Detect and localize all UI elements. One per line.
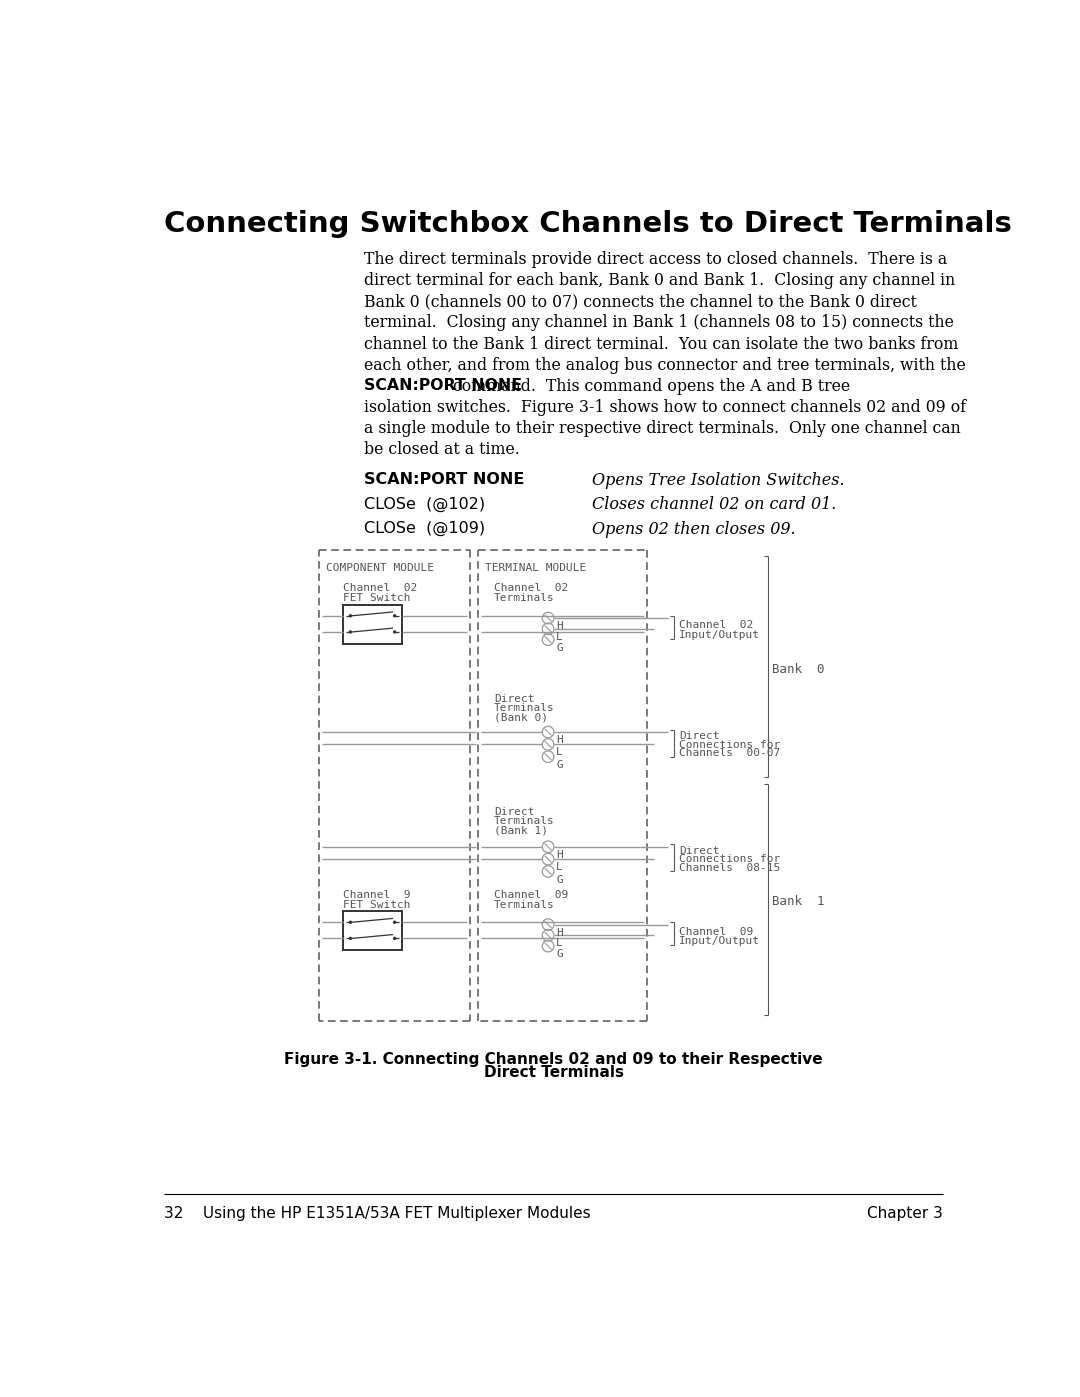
Text: H: H (556, 735, 563, 745)
Text: isolation switches.  Figure 3-1 shows how to connect channels 02 and 09 of: isolation switches. Figure 3-1 shows how… (364, 400, 966, 416)
Text: direct terminal for each bank, Bank 0 and Bank 1.  Closing any channel in: direct terminal for each bank, Bank 0 an… (364, 272, 955, 289)
Text: Figure 3-1. Connecting Channels 02 and 09 to their Respective: Figure 3-1. Connecting Channels 02 and 0… (284, 1052, 823, 1066)
Text: (Bank 0): (Bank 0) (494, 712, 548, 722)
Text: be closed at a time.: be closed at a time. (364, 441, 519, 458)
Text: Bank  1: Bank 1 (772, 895, 824, 908)
Circle shape (393, 630, 396, 634)
Text: Connecting Switchbox Channels to Direct Terminals: Connecting Switchbox Channels to Direct … (164, 210, 1012, 237)
Text: terminal.  Closing any channel in Bank 1 (channels 08 to 15) connects the: terminal. Closing any channel in Bank 1 … (364, 314, 954, 331)
Text: Input/Output: Input/Output (679, 630, 760, 640)
Text: FET Switch: FET Switch (342, 900, 410, 909)
Text: Channel  09: Channel 09 (679, 926, 754, 937)
Text: G: G (556, 760, 563, 770)
Text: G: G (556, 949, 563, 960)
Text: Terminals: Terminals (494, 594, 554, 604)
Text: TERMINAL MODULE: TERMINAL MODULE (485, 563, 585, 573)
Text: (Bank 1): (Bank 1) (494, 826, 548, 835)
Circle shape (349, 921, 352, 923)
Text: SCAN:PORT NONE: SCAN:PORT NONE (364, 377, 522, 393)
Text: 32    Using the HP E1351A/53A FET Multiplexer Modules: 32 Using the HP E1351A/53A FET Multiplex… (164, 1206, 591, 1221)
Text: Closes channel 02 on card 01.: Closes channel 02 on card 01. (592, 496, 837, 514)
Circle shape (349, 630, 352, 634)
Text: H: H (556, 928, 563, 937)
Text: Channel  02: Channel 02 (342, 584, 417, 594)
Text: Connections for: Connections for (679, 740, 781, 750)
Bar (342, 605, 403, 644)
Text: L: L (556, 747, 563, 757)
Text: H: H (556, 622, 563, 631)
Text: H: H (556, 849, 563, 861)
Text: L: L (556, 939, 563, 949)
Circle shape (393, 615, 396, 617)
Text: Channel  09: Channel 09 (494, 890, 568, 900)
Text: Opens Tree Isolation Switches.: Opens Tree Isolation Switches. (592, 472, 845, 489)
Text: G: G (556, 643, 563, 652)
Text: Bank 0 (channels 00 to 07) connects the channel to the Bank 0 direct: Bank 0 (channels 00 to 07) connects the … (364, 293, 917, 310)
Text: Direct: Direct (494, 693, 535, 704)
Text: L: L (556, 631, 563, 643)
Text: each other, and from the analog bus connector and tree terminals, with the: each other, and from the analog bus conn… (364, 356, 966, 373)
Text: Chapter 3: Chapter 3 (866, 1206, 943, 1221)
Text: Bank  0: Bank 0 (772, 664, 824, 676)
Text: channel to the Bank 1 direct terminal.  You can isolate the two banks from: channel to the Bank 1 direct terminal. Y… (364, 335, 958, 352)
Text: a single module to their respective direct terminals.  Only one channel can: a single module to their respective dire… (364, 420, 960, 437)
Text: Channel  02: Channel 02 (494, 584, 568, 594)
Text: Connections for: Connections for (679, 855, 781, 865)
Text: Direct: Direct (679, 847, 719, 856)
Text: FET Switch: FET Switch (342, 594, 410, 604)
Text: Channels  00-07: Channels 00-07 (679, 749, 781, 759)
Text: Input/Output: Input/Output (679, 936, 760, 946)
Text: L: L (556, 862, 563, 872)
Text: The direct terminals provide direct access to closed channels.  There is a: The direct terminals provide direct acce… (364, 251, 947, 268)
Circle shape (349, 615, 352, 617)
Circle shape (393, 937, 396, 940)
Bar (342, 911, 403, 950)
Text: Direct: Direct (679, 731, 719, 742)
Text: Channel  9: Channel 9 (342, 890, 410, 900)
Text: SCAN:PORT NONE: SCAN:PORT NONE (364, 472, 524, 486)
Text: G: G (556, 875, 563, 884)
Text: Channels  08-15: Channels 08-15 (679, 863, 781, 873)
Text: command.  This command opens the A and B tree: command. This command opens the A and B … (448, 377, 850, 395)
Text: CLOSe  (@109): CLOSe (@109) (364, 521, 485, 536)
Text: Channel  02: Channel 02 (679, 620, 754, 630)
Text: Direct Terminals: Direct Terminals (484, 1065, 623, 1080)
Circle shape (393, 921, 396, 923)
Circle shape (349, 937, 352, 940)
Text: Terminals: Terminals (494, 900, 554, 909)
Text: Direct: Direct (494, 806, 535, 817)
Text: Terminals: Terminals (494, 816, 554, 826)
Text: Opens 02 then closes 09.: Opens 02 then closes 09. (592, 521, 796, 538)
Text: CLOSe  (@102): CLOSe (@102) (364, 496, 485, 511)
Text: Terminals: Terminals (494, 703, 554, 712)
Text: COMPONENT MODULE: COMPONENT MODULE (326, 563, 434, 573)
